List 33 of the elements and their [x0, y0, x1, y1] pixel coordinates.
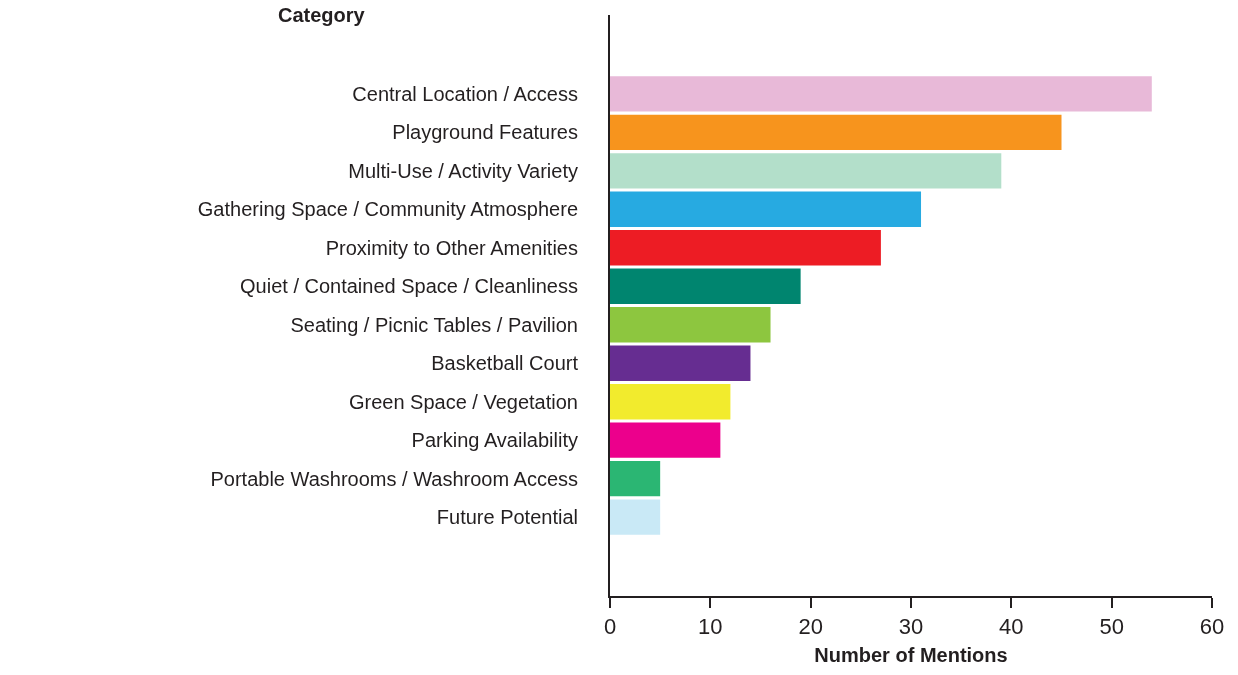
- bar: [610, 383, 731, 420]
- x-tick-label: 40: [999, 614, 1024, 640]
- x-tick-label: 30: [898, 614, 924, 640]
- y-axis-title: Category: [278, 4, 366, 26]
- bar: [610, 345, 751, 381]
- y-tick-label: Quiet / Contained Space / Cleanliness: [240, 275, 578, 298]
- bar: [610, 153, 1002, 189]
- y-tick-label: Multi-Use / Activity Variety: [348, 159, 578, 182]
- y-tick-label: Portable Washrooms / Washroom Access: [210, 467, 578, 490]
- y-tick-label: Playground Features: [392, 121, 578, 144]
- bar: [610, 499, 661, 535]
- y-tick-label: Central Location / Access: [352, 82, 578, 105]
- y-tick-label: Green Space / Vegetation: [348, 390, 578, 413]
- x-tick-label: 20: [798, 614, 823, 640]
- x-tick-label: 50: [1099, 614, 1124, 640]
- bar: [610, 230, 881, 266]
- y-tick-label: Proximity to Other Amenities: [325, 236, 578, 259]
- x-tick-label: 10: [698, 614, 723, 640]
- y-tick-label: Basketball Court: [431, 352, 579, 375]
- y-tick-label: Future Potential: [436, 506, 578, 529]
- y-tick-label: Gathering Space / Community Atmosphere: [197, 198, 578, 221]
- bar: [610, 268, 801, 304]
- bar: [610, 76, 1152, 112]
- y-tick-label: Parking Availability: [411, 429, 578, 452]
- x-tick-label: 0: [603, 614, 617, 640]
- bar: [610, 191, 922, 228]
- x-axis-title: Number of Mentions: [814, 644, 1008, 667]
- bar: [610, 114, 1062, 151]
- bar: [610, 307, 771, 343]
- bar: [610, 422, 721, 458]
- y-tick-label: Seating / Picnic Tables / Pavilion: [290, 313, 578, 336]
- bar: [610, 460, 661, 497]
- x-tick-label: 60: [1199, 614, 1225, 640]
